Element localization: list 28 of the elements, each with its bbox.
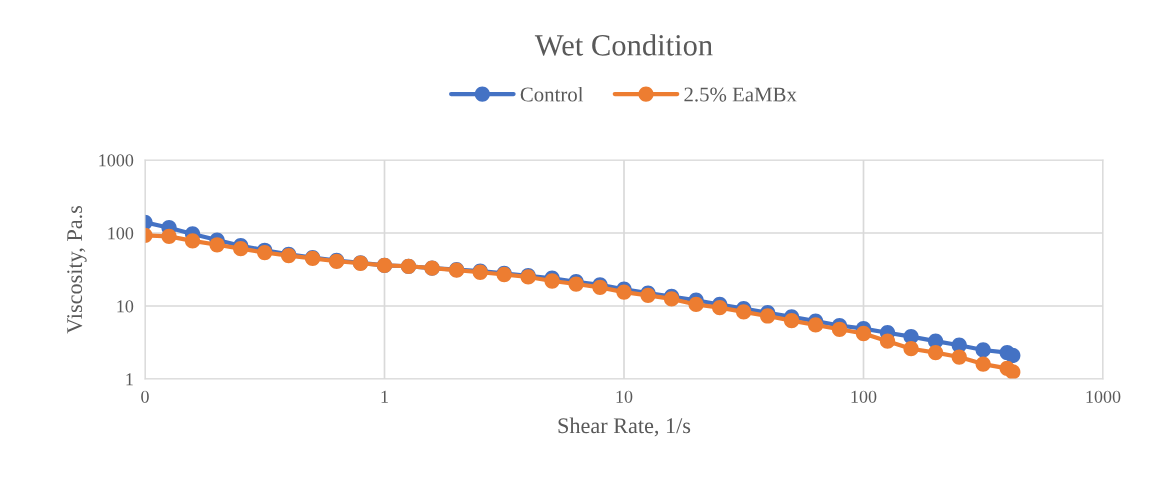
- point: [184, 233, 201, 249]
- point: [927, 344, 944, 361]
- point: [903, 341, 919, 357]
- point: [951, 349, 967, 365]
- point: [855, 325, 872, 342]
- point: [783, 313, 800, 329]
- x-tick-label: 10: [616, 390, 633, 403]
- point: [688, 296, 704, 313]
- y-tick-label: 100: [108, 227, 134, 240]
- x-tick-label: 1: [381, 390, 388, 403]
- legend-label: Control: [520, 86, 584, 102]
- point: [975, 342, 991, 358]
- point: [831, 321, 848, 337]
- point: [975, 356, 991, 372]
- y-tick-label: 10: [117, 300, 134, 313]
- x-tick-label: 0: [141, 390, 149, 403]
- point: [161, 228, 177, 244]
- x-tick-label: 100: [851, 390, 877, 403]
- y-tick-label: 1000: [99, 154, 134, 167]
- point: [879, 333, 896, 349]
- x-tick-label: 1000: [1086, 390, 1121, 403]
- y-tick-label: 1: [126, 373, 133, 386]
- point: [807, 317, 824, 333]
- x-axis-title: Shear Rate, 1/s: [558, 417, 691, 437]
- legend-label: 2.5% EaMBx: [684, 87, 797, 102]
- point: [209, 237, 225, 253]
- chart-title: Wet Condition: [534, 34, 713, 56]
- y-axis-title: Viscosity, Pa.s: [67, 205, 87, 334]
